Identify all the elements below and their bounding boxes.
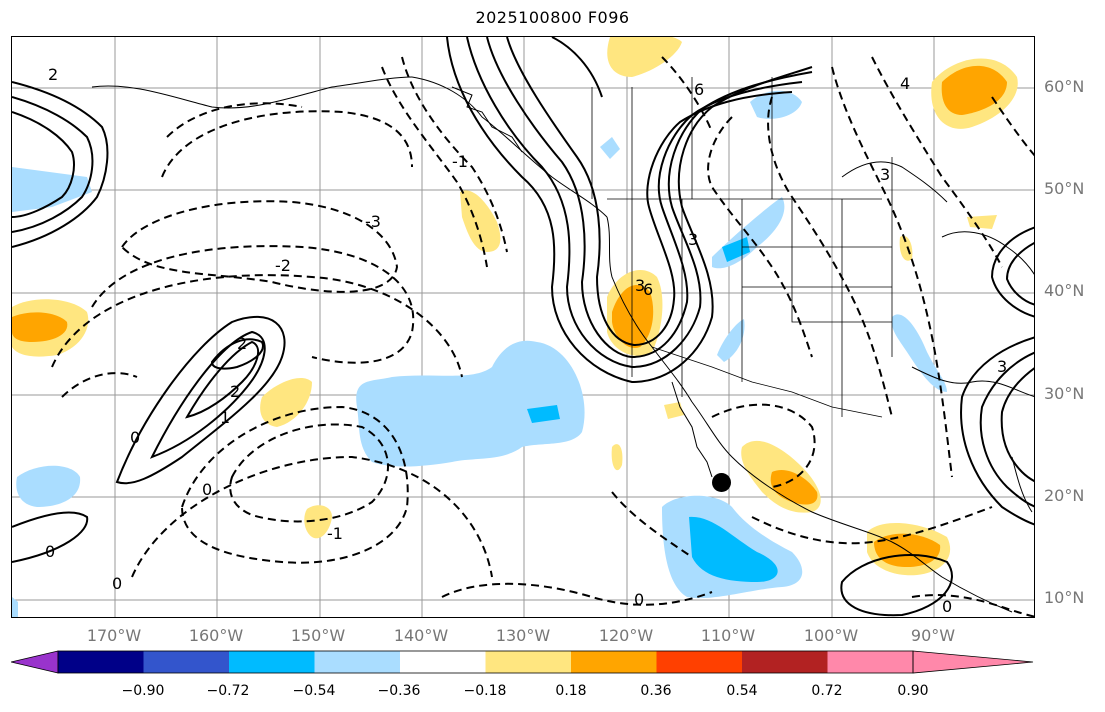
lon-label-160w: 160°W (188, 626, 244, 645)
colorbar-tick-label: −0.90 (121, 683, 165, 699)
colorbar-segment (827, 651, 913, 673)
contour-label: 3 (635, 276, 645, 295)
map-title: 2025100800 F096 (475, 8, 630, 27)
contour-label: 3 (880, 165, 890, 184)
contour-labels: 0 1 2 2 3 -2 -3 -1 0 3 6 0 0 -1 0 6 4 3 … (45, 65, 1007, 616)
contour-label: 3 (997, 357, 1007, 376)
contour-label: 1 (220, 408, 230, 427)
colorbar-tick-label: −0.54 (292, 683, 336, 699)
contour-label: 6 (643, 280, 653, 299)
colorbar-tick-label: 0.54 (726, 683, 758, 699)
colorbar (11, 650, 1034, 674)
contour-label: -1 (327, 524, 343, 543)
contour-label: 2 (48, 65, 58, 84)
lat-label-50n: 50°N (1044, 179, 1085, 198)
colorbar-tick-label: 0.36 (640, 683, 672, 699)
contour-label: 0 (634, 590, 644, 609)
colorbar-tick-label: 0.72 (811, 683, 843, 699)
lon-label-130w: 130°W (495, 626, 551, 645)
colorbar-segment (58, 651, 144, 673)
contour-label: 0 (202, 480, 212, 499)
lat-label-10n: 10°N (1044, 588, 1085, 607)
colorbar-segment (229, 651, 315, 673)
colorbar-segment (314, 651, 400, 673)
contour-label: 3 (688, 230, 698, 249)
map-panel[interactable]: 0 1 2 2 3 -2 -3 -1 0 3 6 0 0 -1 0 6 4 3 … (11, 36, 1035, 618)
lat-label-40n: 40°N (1044, 281, 1085, 300)
lon-label-120w: 120°W (598, 626, 654, 645)
colorbar-tick-label: −0.18 (463, 683, 507, 699)
lon-label-140w: 140°W (393, 626, 449, 645)
anomaly-shading (12, 37, 1018, 617)
colorbar-segment (485, 651, 571, 673)
colorbar-tick-label: 0.90 (897, 683, 929, 699)
storm-position-marker[interactable] (712, 473, 731, 492)
map-canvas: 0 1 2 2 3 -2 -3 -1 0 3 6 0 0 -1 0 6 4 3 … (12, 37, 1034, 617)
contour-label: 2 (237, 334, 247, 353)
colorbar-outline (57, 650, 914, 674)
colorbar-tick-label: 0.18 (555, 683, 587, 699)
lon-label-90w: 90°W (910, 626, 956, 645)
lat-label-20n: 20°N (1044, 486, 1085, 505)
colorbar-segment (11, 650, 59, 674)
contour-label: 2 (230, 382, 240, 401)
contour-label: 0 (112, 574, 122, 593)
contour-label: 4 (900, 74, 910, 93)
colorbar-tick-label: −0.36 (377, 683, 421, 699)
colorbar-segment (143, 651, 229, 673)
lon-label-170w: 170°W (86, 626, 142, 645)
lat-label-30n: 30°N (1044, 384, 1085, 403)
contour-label: -1 (452, 152, 468, 171)
colorbar-segment (656, 651, 742, 673)
colorbar-tick-label: −0.72 (206, 683, 250, 699)
lon-label-110w: 110°W (700, 626, 756, 645)
lon-label-150w: 150°W (290, 626, 346, 645)
height-contours (12, 37, 1034, 617)
negative-contours (51, 56, 1034, 617)
contour-label: 6 (694, 80, 704, 99)
lon-label-100w: 100°W (803, 626, 859, 645)
contour-label: 0 (942, 597, 952, 616)
contour-label: 0 (130, 428, 140, 447)
colorbar-segment (571, 651, 657, 673)
colorbar-segment (742, 651, 828, 673)
contour-label: 0 (45, 542, 55, 561)
contour-label: -2 (275, 256, 291, 275)
colorbar-segment (400, 651, 486, 673)
colorbar-segment (912, 650, 1034, 674)
contour-label: -3 (365, 212, 381, 231)
lat-label-60n: 60°N (1044, 77, 1085, 96)
